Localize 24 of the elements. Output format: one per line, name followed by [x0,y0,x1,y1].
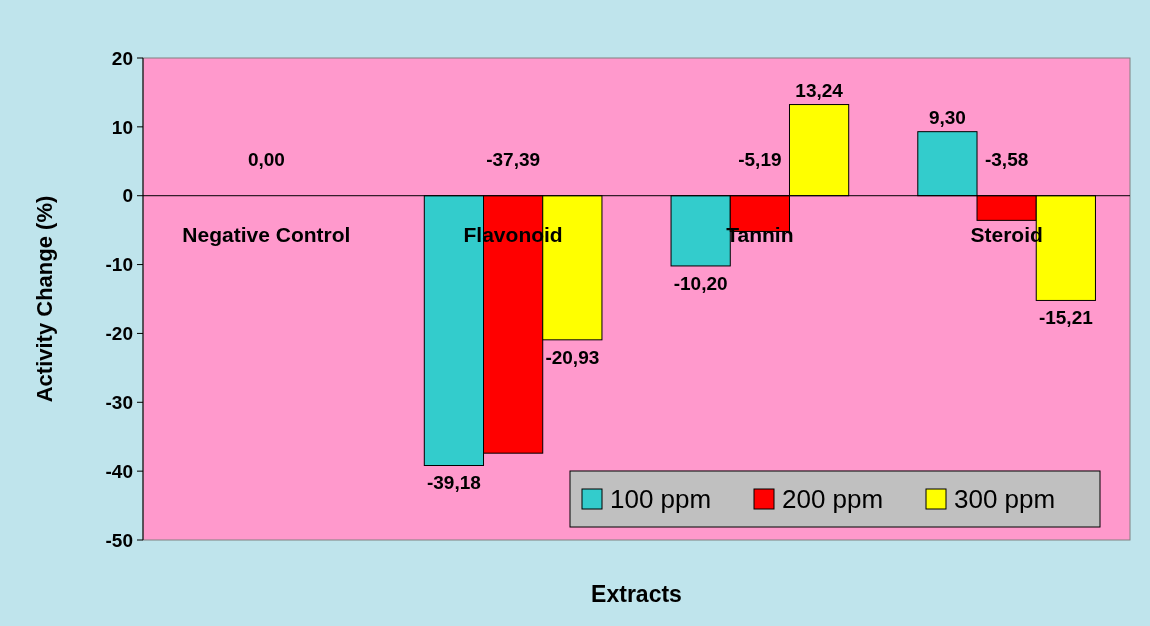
data-label: 13,24 [795,79,844,101]
y-tick-label: 10 [111,116,133,138]
data-label: -10,20 [673,272,728,294]
data-label: 0,00 [247,148,285,170]
y-tick-label: -20 [105,323,133,345]
data-label: -37,39 [486,148,541,170]
y-axis-title: Activity Change (%) [32,195,57,403]
legend-label: 200 ppm [782,484,884,515]
y-tick-label: 0 [122,185,133,207]
y-tick-label: 20 [111,47,133,69]
data-label: 9,30 [928,106,966,128]
data-label: -20,93 [545,346,600,368]
data-label: -39,18 [426,472,481,494]
data-label: -5,19 [738,148,782,170]
data-label: -3,58 [984,148,1029,170]
y-tick-label: -40 [105,460,133,482]
y-tick-label: -50 [105,529,133,551]
y-tick-label: -30 [105,391,133,413]
legend-label: 100 ppm [610,484,712,515]
data-label: -15,21 [1038,307,1094,329]
y-tick-label: -10 [105,254,133,276]
x-axis-title: Extracts [591,581,682,607]
x-tick-label: Negative Control [182,222,351,246]
legend-label: 300 ppm [954,484,1056,515]
